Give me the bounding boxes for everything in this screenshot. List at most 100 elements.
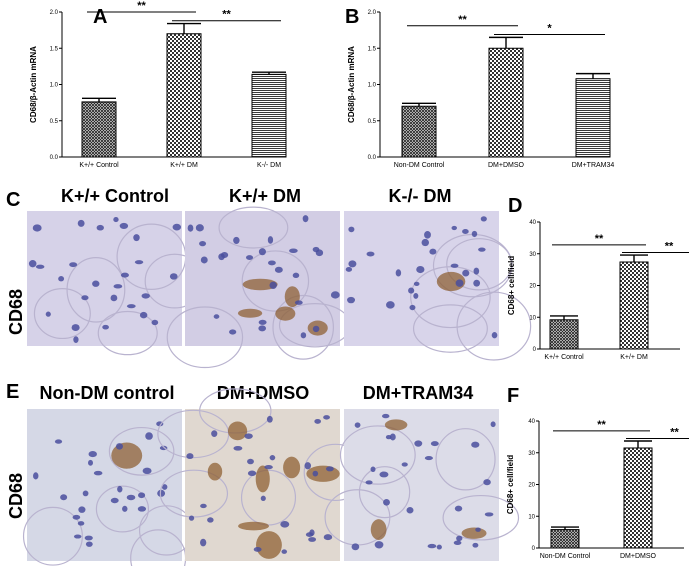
- nucleus: [413, 281, 420, 286]
- bar-b-3: [575, 78, 611, 158]
- micro-title-2: K+/+ DM: [229, 186, 301, 206]
- nucleus: [122, 505, 128, 512]
- y-tick-label-d: 10: [529, 315, 536, 321]
- nucleus: [389, 433, 396, 441]
- nucleus: [195, 224, 204, 232]
- nucleus: [113, 217, 119, 223]
- nucleus: [424, 456, 433, 461]
- bar-f-2: [623, 447, 653, 549]
- nucleus: [475, 527, 481, 532]
- nucleus: [78, 506, 86, 513]
- nucleus: [247, 458, 254, 465]
- category-label-f-2: DM+DMSO: [620, 553, 657, 560]
- tissue-outline: [166, 306, 244, 369]
- nucleus: [451, 225, 457, 231]
- nucleus: [77, 521, 85, 526]
- nucleus: [406, 506, 414, 514]
- nucleus: [269, 281, 277, 290]
- nucleus: [258, 248, 266, 256]
- nucleus: [266, 415, 273, 423]
- cd68-stain: [227, 421, 248, 441]
- nucleus: [269, 455, 276, 461]
- nucleus: [117, 485, 123, 493]
- nucleus: [71, 324, 80, 332]
- tissue-outline: [446, 238, 513, 291]
- nucleus: [413, 293, 419, 299]
- panel-letter-d: D: [508, 195, 522, 217]
- nucleus: [45, 311, 51, 317]
- micrograph-k-ko-dm: [344, 211, 532, 361]
- y-tick-label-a: 2.0: [50, 10, 59, 16]
- panel-letter-b: B: [345, 6, 359, 28]
- panel-letter-f: F: [507, 385, 519, 407]
- y-tick-label-b: 1.5: [368, 46, 377, 52]
- panel-letter-e: E: [6, 381, 19, 403]
- nucleus: [409, 304, 416, 311]
- nucleus: [258, 325, 267, 332]
- nucleus: [323, 415, 330, 420]
- nucleus: [325, 466, 334, 472]
- significance-label-b-1: **: [458, 14, 467, 26]
- y-tick-label-d: 30: [529, 252, 536, 258]
- micro-title-5: DM+DMSO: [217, 383, 310, 403]
- nucleus: [304, 462, 312, 470]
- nucleus: [119, 222, 129, 230]
- nucleus: [302, 215, 309, 223]
- nucleus: [267, 236, 274, 244]
- tissue-outline: [442, 494, 520, 541]
- nucleus: [73, 336, 79, 343]
- nucleus: [471, 230, 478, 238]
- nucleus: [385, 434, 392, 440]
- nucleus: [137, 506, 147, 512]
- nucleus: [281, 549, 288, 554]
- nucleus: [408, 287, 415, 294]
- y-tick-label-d: 20: [529, 284, 536, 290]
- nucleus: [247, 470, 257, 476]
- nucleus: [456, 535, 463, 542]
- nucleus: [138, 492, 146, 499]
- tissue-outline: [66, 257, 126, 323]
- nucleus: [134, 260, 144, 265]
- category-label-f-1: Non-DM Control: [540, 553, 591, 560]
- bar-a-2: [166, 33, 202, 158]
- category-label-b-2: DM+DMSO: [488, 162, 525, 169]
- nucleus: [429, 248, 437, 255]
- y-axis-label-a: CD68/β-Actin mRNA: [29, 46, 38, 123]
- side-label-cd68-bottom: CD68: [6, 473, 26, 519]
- category-label-b-1: Non-DM Control: [394, 162, 445, 169]
- nucleus: [305, 532, 314, 537]
- nucleus: [69, 262, 78, 268]
- y-tick-label-d: 40: [529, 220, 536, 226]
- bar-a-3: [251, 73, 287, 158]
- nucleus: [347, 296, 356, 304]
- tissue-outline: [95, 485, 150, 533]
- nucleus: [386, 301, 395, 309]
- y-tick-label-b: 2.0: [368, 10, 377, 16]
- nucleus: [264, 464, 273, 470]
- nucleus: [28, 260, 37, 268]
- nucleus: [312, 470, 319, 477]
- nucleus: [73, 534, 82, 539]
- bar-a-1: [81, 101, 117, 158]
- cd68-stain: [283, 456, 301, 479]
- micrograph-non-dm-control: [22, 409, 194, 566]
- nucleus: [312, 246, 320, 253]
- nucleus: [85, 541, 93, 547]
- nucleus: [172, 223, 182, 231]
- nucleus: [244, 433, 253, 439]
- nucleus: [330, 291, 340, 299]
- nucleus: [351, 543, 360, 551]
- nucleus: [84, 535, 93, 541]
- y-tick-label-b: 0.0: [368, 155, 377, 161]
- tissue-outline: [412, 304, 488, 353]
- nucleus: [126, 494, 136, 501]
- y-tick-label-f: 0: [532, 546, 536, 552]
- nucleus: [414, 440, 423, 447]
- cd68-stain: [111, 442, 143, 469]
- category-label-a-1: K+/+ Control: [79, 162, 119, 169]
- nucleus: [233, 236, 240, 244]
- chart-panel-b: 0.0 0.5 1.0 1.5 2.0 CD68/β-Actin mRNA Non-DM C…: [347, 10, 614, 169]
- chart-panel-d: 0 10 20 30 40 CD68+ cell/field K+/+ Control K+/…: [507, 220, 689, 361]
- bar-f-1: [550, 529, 580, 549]
